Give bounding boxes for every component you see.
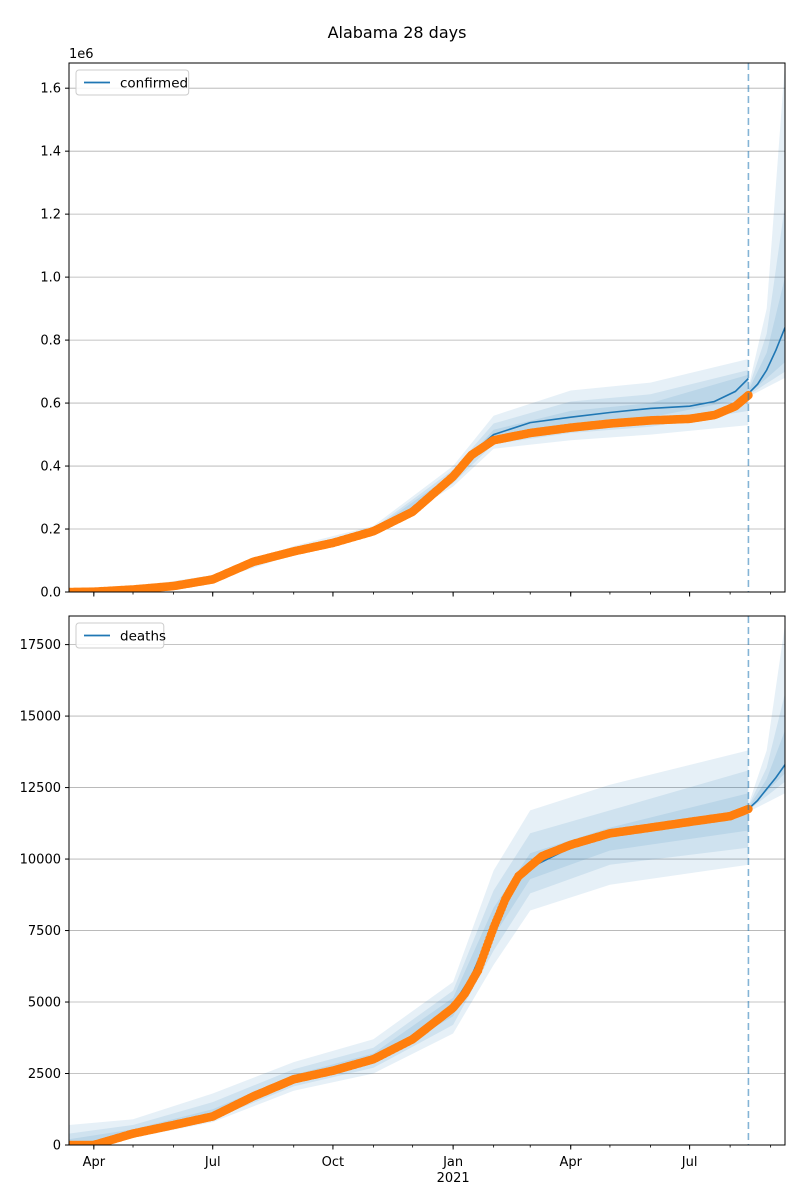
legend-box <box>75 622 165 649</box>
legend: confirmed <box>75 69 190 96</box>
confidence-band-inner <box>69 793 749 1145</box>
confidence-band-forecast-inner <box>748 730 785 810</box>
axes-frame <box>68 615 786 1146</box>
deaths-panel: 0 2500 5000 7500 10000 12500 15000 17500 Apr Jul O… <box>20 615 786 1186</box>
confidence-band-forecast-inner <box>748 277 785 395</box>
x-tick-label: Jan <box>442 1155 463 1170</box>
figure-title: Alabama 28 days <box>328 23 467 42</box>
x-tick-label: Apr <box>83 1155 106 1170</box>
confidence-band-forecast-outer <box>748 624 785 812</box>
y-scale-label: 1e6 <box>69 47 94 62</box>
confidence-band-middle <box>69 770 749 1145</box>
x-tick-label: Jul <box>681 1155 698 1170</box>
y-tick-label: 1.0 <box>40 271 61 286</box>
legend: deaths <box>75 622 166 649</box>
y-tick-label: 5000 <box>28 996 61 1011</box>
legend-label: deaths <box>120 629 166 645</box>
y-tick-label: 10000 <box>20 853 61 868</box>
x-tick-label: Oct <box>322 1155 344 1170</box>
x-tick-label: 2021 <box>437 1171 470 1186</box>
confidence-band-outer <box>69 359 749 592</box>
axes-frame <box>68 62 786 593</box>
y-tick-label: 0.0 <box>40 586 61 601</box>
y-tick-label: 1.4 <box>40 145 61 160</box>
y-tick-label: 1.2 <box>40 208 61 223</box>
confirmed-panel: 0.0 0.2 0.4 0.6 0.8 1.0 1.2 1.4 1.6 1e6 confirmed <box>40 47 786 601</box>
confidence-band-forecast-middle <box>748 204 785 396</box>
forecast-line <box>747 764 785 810</box>
forecast-line <box>747 327 785 395</box>
y-tick-label: 7500 <box>28 924 61 939</box>
confidence-band-forecast-outer <box>748 63 785 397</box>
x-tick-label: Jul <box>204 1155 221 1170</box>
confidence-band-forecast-middle <box>748 693 785 811</box>
confidence-band-inner <box>69 374 749 592</box>
legend-label: confirmed <box>120 76 188 92</box>
y-tick-label: 2500 <box>28 1067 61 1082</box>
y-tick-label: 12500 <box>20 781 61 796</box>
x-tick-label: Apr <box>559 1155 582 1170</box>
plot-area <box>69 63 785 592</box>
y-tick-label: 0.8 <box>40 334 61 349</box>
legend-box <box>75 69 190 96</box>
y-tick-label: 0 <box>53 1139 61 1154</box>
y-tick-label: 1.6 <box>40 82 61 97</box>
y-tick-label: 0.2 <box>40 523 61 538</box>
y-tick-label: 0.4 <box>40 460 61 475</box>
y-tick-label: 17500 <box>20 638 61 653</box>
y-tick-label: 0.6 <box>40 397 61 412</box>
y-tick-label: 15000 <box>20 710 61 725</box>
confidence-band-outer <box>69 750 749 1145</box>
plot-area <box>69 624 785 1145</box>
